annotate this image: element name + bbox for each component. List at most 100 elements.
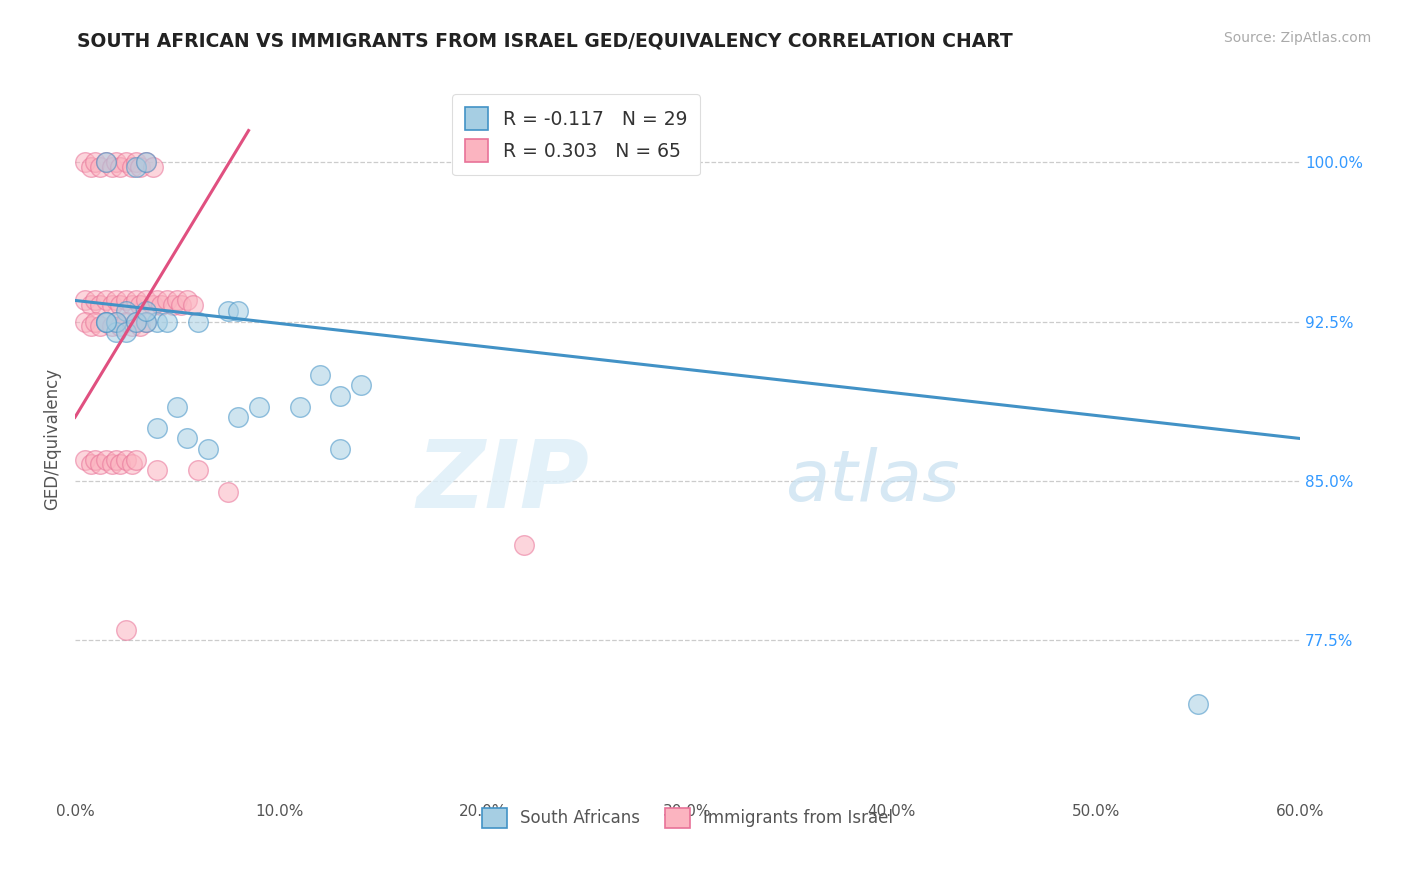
Point [135, 315, 157, 329]
Point [115, 293, 138, 308]
Point [125, 155, 148, 169]
Point [176, 432, 198, 446]
Point [89, 457, 111, 471]
Point [84, 315, 107, 329]
Point [145, 315, 167, 329]
Point [176, 293, 198, 308]
Point [80, 457, 103, 471]
Point [170, 298, 193, 312]
Text: SOUTH AFRICAN VS IMMIGRANTS FROM ISRAEL GED/EQUIVALENCY CORRELATION CHART: SOUTH AFRICAN VS IMMIGRANTS FROM ISRAEL … [77, 31, 1014, 50]
Point [129, 318, 152, 333]
Point [247, 400, 270, 414]
Point [129, 160, 152, 174]
Point [166, 400, 188, 414]
Point [75, 315, 97, 329]
Point [104, 315, 127, 329]
Point [115, 452, 138, 467]
Point [104, 155, 127, 169]
Point [135, 293, 157, 308]
Point [94, 452, 117, 467]
Point [186, 463, 208, 477]
Point [100, 457, 122, 471]
Point [84, 155, 107, 169]
Point [197, 442, 219, 456]
Point [104, 452, 127, 467]
Point [80, 298, 103, 312]
Point [121, 298, 143, 312]
Point [329, 442, 352, 456]
Point [513, 538, 536, 552]
Point [84, 293, 107, 308]
Point [135, 155, 157, 169]
Point [217, 484, 239, 499]
Text: atlas: atlas [786, 447, 960, 516]
Point [108, 318, 131, 333]
Point [84, 452, 107, 467]
Point [100, 318, 122, 333]
Point [121, 457, 143, 471]
Point [142, 160, 165, 174]
Point [217, 304, 239, 318]
Text: Source: ZipAtlas.com: Source: ZipAtlas.com [1223, 31, 1371, 45]
Point [115, 326, 138, 340]
Point [100, 298, 122, 312]
Point [228, 304, 250, 318]
Point [108, 457, 131, 471]
Point [94, 293, 117, 308]
Point [115, 315, 138, 329]
Point [350, 378, 373, 392]
Point [288, 400, 311, 414]
Point [115, 623, 138, 637]
Point [94, 155, 117, 169]
Point [94, 315, 117, 329]
Point [145, 463, 167, 477]
Text: ZIP: ZIP [416, 436, 589, 528]
Point [186, 315, 208, 329]
Point [94, 315, 117, 329]
Point [125, 293, 148, 308]
Point [135, 304, 157, 318]
Point [125, 315, 148, 329]
Point [329, 389, 352, 403]
Point [156, 293, 179, 308]
Point [125, 160, 148, 174]
Point [104, 315, 127, 329]
Point [75, 452, 97, 467]
Point [89, 318, 111, 333]
Point [149, 298, 172, 312]
Point [135, 315, 157, 329]
Point [89, 160, 111, 174]
Point [104, 293, 127, 308]
Point [183, 298, 205, 312]
Point [228, 410, 250, 425]
Point [115, 304, 138, 318]
Point [80, 160, 103, 174]
Point [142, 298, 165, 312]
Point [94, 155, 117, 169]
Legend: South Africans, Immigrants from Israel: South Africans, Immigrants from Israel [475, 801, 900, 835]
Point [104, 326, 127, 340]
Point [125, 452, 148, 467]
Point [166, 293, 188, 308]
Point [145, 421, 167, 435]
Point [145, 293, 167, 308]
Point [80, 318, 103, 333]
Point [162, 298, 184, 312]
Point [125, 315, 148, 329]
Point [108, 160, 131, 174]
Point [100, 160, 122, 174]
Point [156, 315, 179, 329]
Point [135, 155, 157, 169]
Point [94, 315, 117, 329]
Point [121, 318, 143, 333]
Point [108, 298, 131, 312]
Point [129, 298, 152, 312]
Point [75, 155, 97, 169]
Point [309, 368, 332, 382]
Point [75, 293, 97, 308]
Point [121, 160, 143, 174]
Point [115, 155, 138, 169]
Point [1187, 697, 1209, 711]
Point [89, 298, 111, 312]
Y-axis label: GED/Equivalency: GED/Equivalency [44, 368, 60, 509]
